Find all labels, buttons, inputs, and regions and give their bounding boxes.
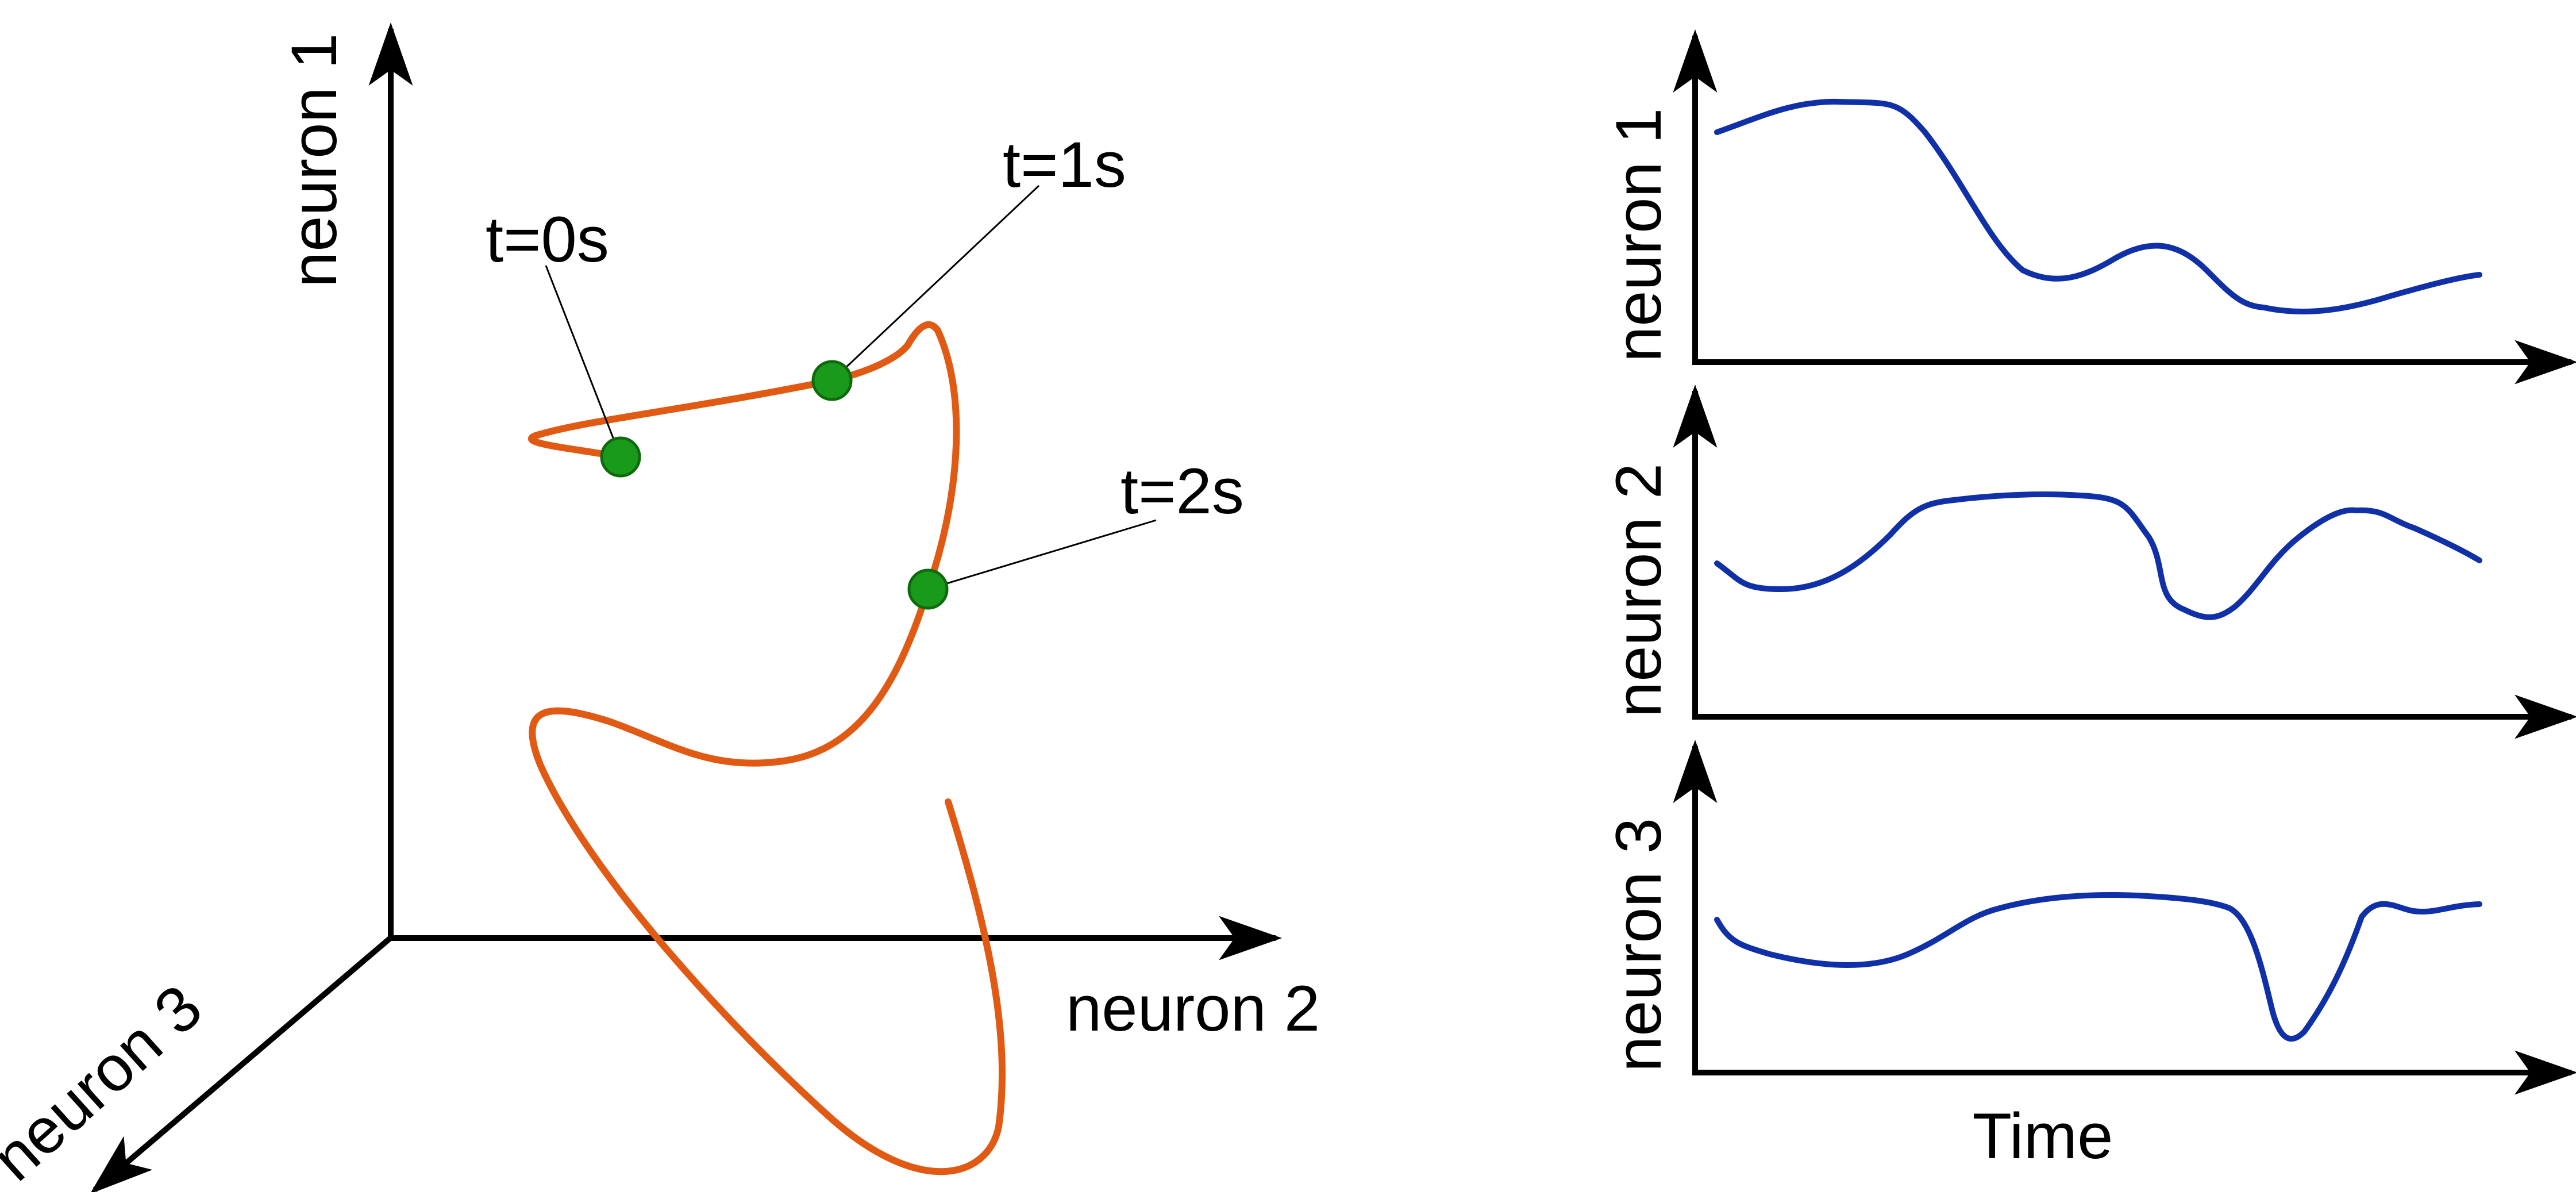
neuron-3-axis-label: neuron 3 <box>0 971 215 1192</box>
t2-leader-line <box>927 519 1157 590</box>
panel-1-y-label: neuron 1 <box>1603 108 1674 362</box>
panel-3-y-label: neuron 3 <box>1603 818 1674 1072</box>
t1-time-label: t=1s <box>1003 129 1126 201</box>
t1-leader-line <box>831 185 1040 382</box>
neuron-1-axis-label: neuron 1 <box>278 33 350 287</box>
trace-panel-neuron-1: neuron 1 <box>1603 29 2576 385</box>
neuron-3-axis <box>90 933 395 1194</box>
neuron-2-axis-label: neuron 2 <box>1066 973 1320 1044</box>
time-axis-label: Time <box>1973 1100 2113 1172</box>
neuron-3-trace <box>1714 892 2482 1042</box>
state-space-trajectory <box>527 321 1006 1175</box>
neuron-1-trace <box>1714 98 2482 315</box>
t0-time-label: t=0s <box>486 203 609 275</box>
state-space-plot: neuron 1 neuron 2 neuron 3 t=0s t=1s t=2… <box>0 22 1320 1194</box>
neuron-2-trace <box>1714 491 2482 620</box>
t0-leader-line <box>545 265 622 458</box>
t1-time-point <box>811 360 853 401</box>
t2-time-point <box>907 568 949 610</box>
activity-traces: neuron 1 neuron 2 neuron 3 Time <box>1603 29 2576 1172</box>
panel-2-y-label: neuron 2 <box>1603 463 1674 717</box>
trace-panel-neuron-3: neuron 3 <box>1603 740 2576 1095</box>
t0-time-point <box>600 436 641 478</box>
t2-time-label: t=2s <box>1120 455 1244 527</box>
trace-panel-neuron-2: neuron 2 <box>1603 385 2576 739</box>
